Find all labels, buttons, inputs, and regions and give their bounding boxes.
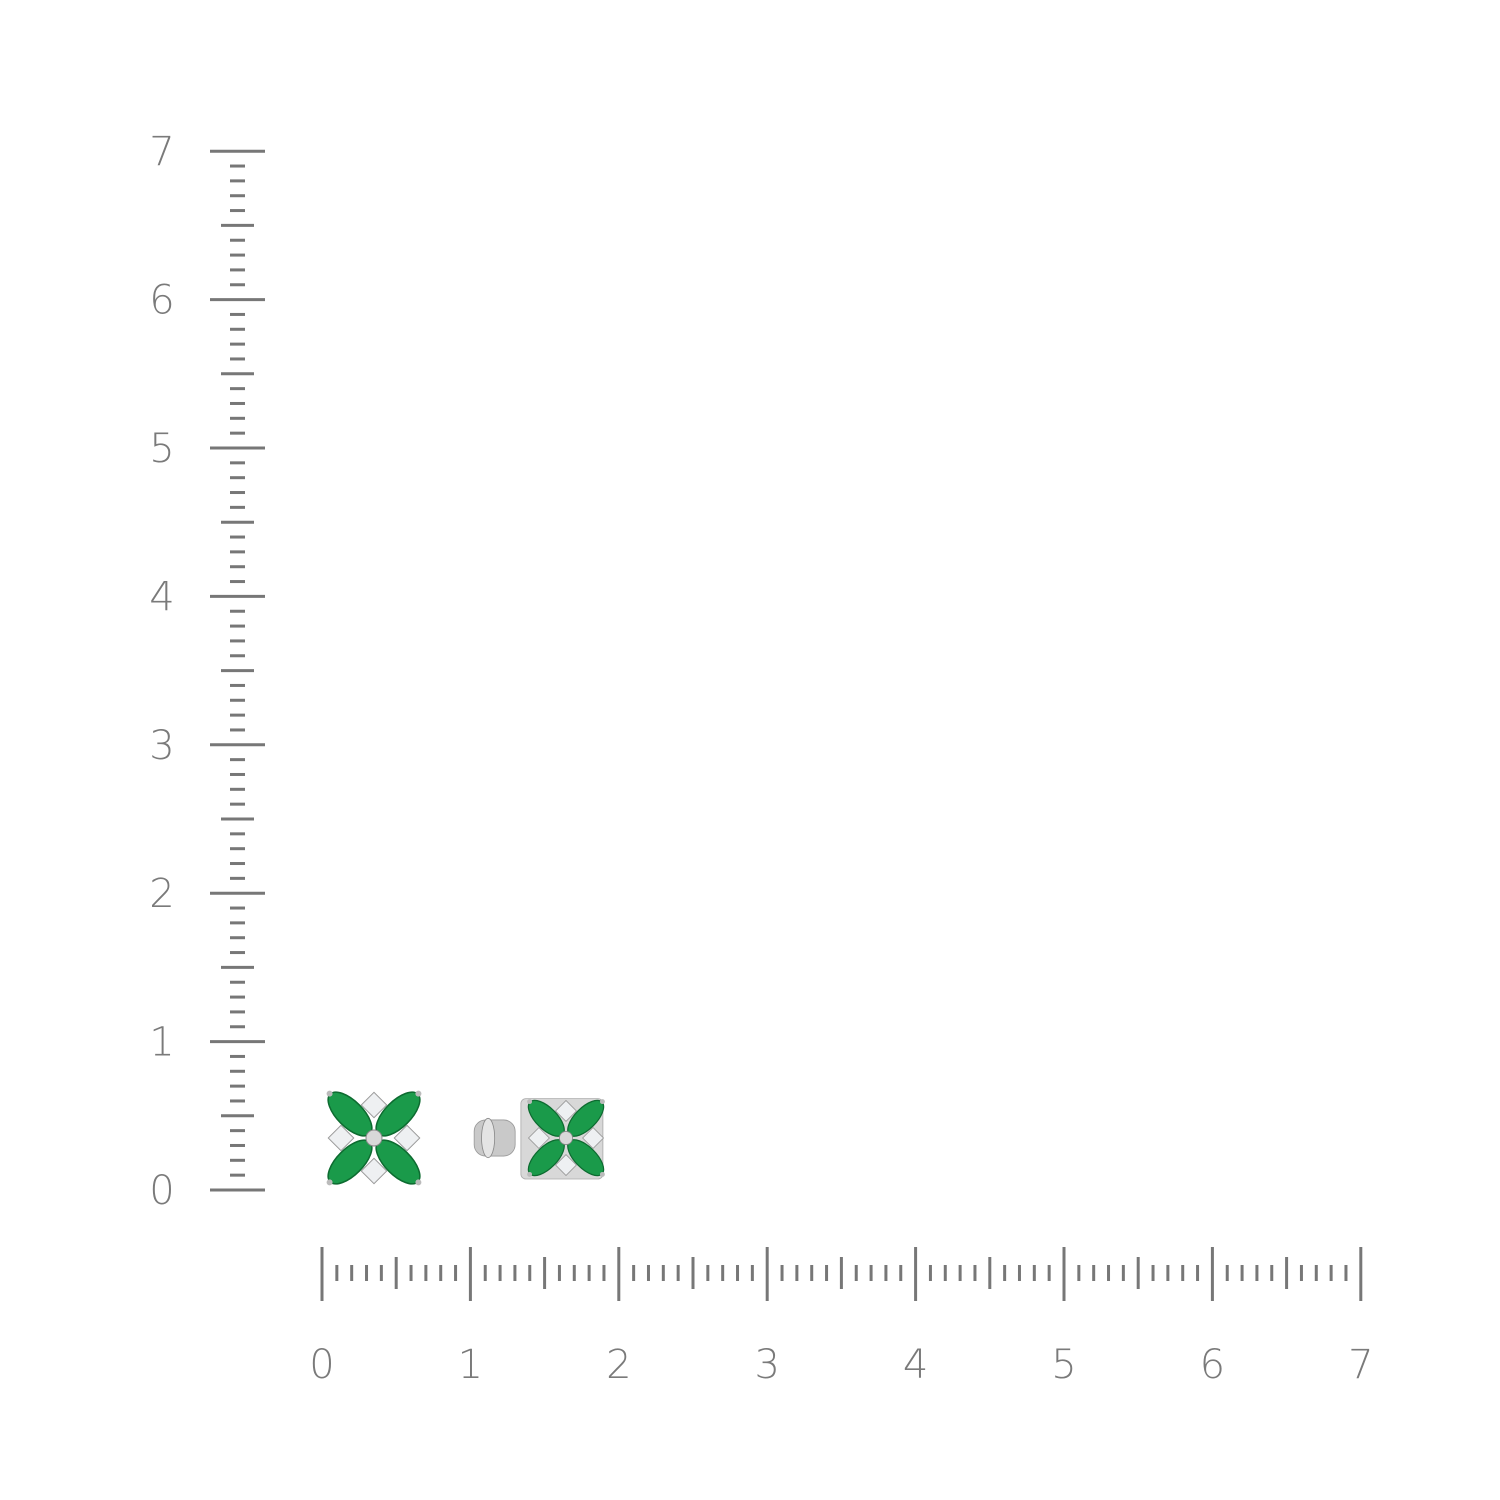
vertical-label: 7 <box>149 129 174 175</box>
prong <box>527 1171 533 1177</box>
vertical-label: 2 <box>149 871 174 917</box>
earring-front <box>326 1090 422 1186</box>
diamond <box>360 1091 388 1119</box>
vertical-label: 0 <box>149 1168 174 1214</box>
prong <box>599 1099 605 1105</box>
vertical-label: 6 <box>149 278 174 324</box>
butterfly-disc <box>481 1117 496 1159</box>
horizontal-label: 5 <box>1051 1342 1076 1388</box>
prong <box>326 1090 333 1097</box>
prong <box>415 1179 422 1186</box>
prong <box>527 1099 533 1105</box>
diamond <box>554 1154 578 1177</box>
horizontal-ruler-labels: 0 1 2 3 4 5 6 7 <box>309 1342 1373 1388</box>
earrings <box>326 1090 605 1186</box>
diamond <box>393 1124 421 1152</box>
horizontal-label: 2 <box>606 1342 631 1388</box>
prong <box>326 1179 333 1186</box>
diamond <box>360 1157 388 1185</box>
vertical-ruler <box>210 149 265 1192</box>
horizontal-label: 3 <box>754 1342 779 1388</box>
vertical-label: 5 <box>149 426 174 472</box>
center-bead <box>365 1129 383 1147</box>
vertical-label: 3 <box>149 723 174 769</box>
prong <box>415 1090 422 1097</box>
diamond <box>582 1126 605 1150</box>
diamond <box>554 1099 578 1122</box>
horizontal-label: 1 <box>458 1342 483 1388</box>
horizontal-label: 4 <box>903 1342 928 1388</box>
vertical-ruler-labels: 0 1 2 3 4 5 6 7 <box>149 129 174 1214</box>
center-bead <box>559 1131 573 1145</box>
horizontal-label: 7 <box>1348 1342 1373 1388</box>
diamond <box>327 1124 355 1152</box>
horizontal-label: 0 <box>309 1342 334 1388</box>
vertical-label: 4 <box>149 574 174 620</box>
diamond <box>527 1126 550 1150</box>
vertical-label: 1 <box>149 1020 174 1066</box>
horizontal-label: 6 <box>1200 1342 1225 1388</box>
prong <box>599 1171 605 1177</box>
earring-side <box>473 1098 605 1180</box>
horizontal-ruler <box>320 1247 1363 1301</box>
